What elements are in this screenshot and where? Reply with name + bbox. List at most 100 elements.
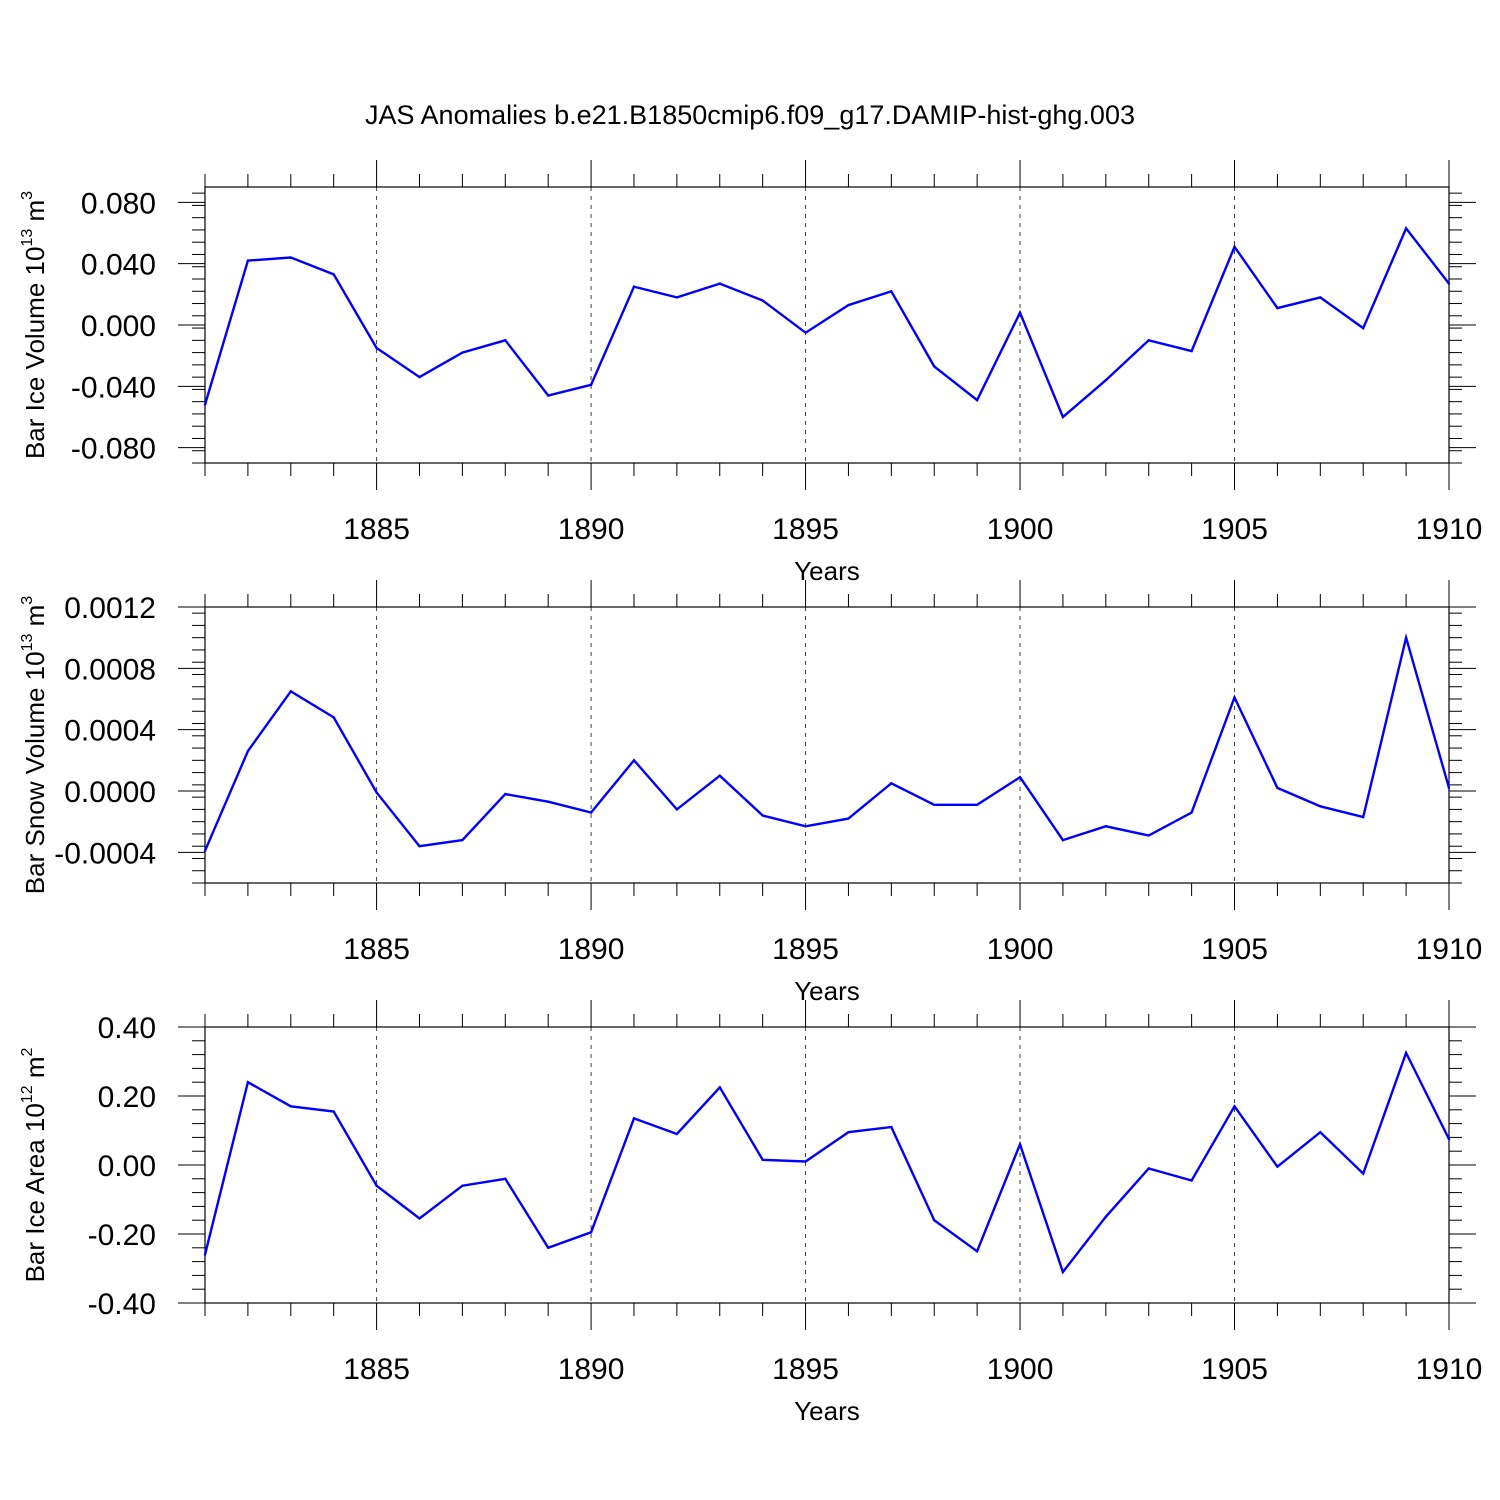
y-axis-label-unit-exp: 2 xyxy=(19,1047,36,1056)
x-axis-label: Years xyxy=(794,556,860,586)
x-tick-label: 1905 xyxy=(1201,1353,1268,1386)
data-point xyxy=(418,845,421,848)
data-point xyxy=(1319,805,1322,808)
x-axis-label: Years xyxy=(794,1396,860,1426)
data-point xyxy=(632,1117,636,1120)
data-point xyxy=(504,792,507,796)
data-point xyxy=(761,1158,764,1162)
data-point xyxy=(847,303,850,307)
x-tick-label: 1890 xyxy=(558,933,625,966)
data-point xyxy=(632,285,636,288)
y-axis-label-unit-exp: 3 xyxy=(19,596,36,605)
chart-panel-2: -0.0004 0.0000 0.0004 0.0008 0.0012 1885 1890 1… xyxy=(19,580,1482,1006)
y-tick-label: -0.40 xyxy=(88,1288,156,1321)
plot-frame xyxy=(204,186,1450,464)
data-point xyxy=(675,1132,679,1136)
data-point xyxy=(1404,1051,1408,1055)
data-point xyxy=(1147,1167,1150,1170)
y-tick-label: 0.000 xyxy=(81,310,156,343)
data-point xyxy=(1276,306,1279,310)
data-point xyxy=(933,803,936,806)
plot-frame xyxy=(204,1026,1450,1304)
data-point xyxy=(1061,415,1065,419)
y-tick-label: -0.040 xyxy=(71,371,156,404)
data-point xyxy=(1190,811,1193,814)
data-point xyxy=(718,774,721,777)
y-axis-label-unit: m xyxy=(20,1056,50,1085)
x-tick-label: 1895 xyxy=(772,513,839,546)
data-point xyxy=(1233,1105,1236,1108)
data-point xyxy=(975,803,979,806)
y-tick-label: 0.0000 xyxy=(64,776,156,809)
data-point xyxy=(289,256,292,259)
y-axis-label: Bar Ice Volume 1013 m3 xyxy=(19,191,50,459)
data-point xyxy=(289,690,292,693)
data-point xyxy=(1147,339,1150,342)
data-point xyxy=(1233,245,1236,248)
y-tick-label: -0.20 xyxy=(88,1219,156,1252)
chart-panel-1: -0.080 -0.040 0.000 0.040 0.080 1885 1890 1895 1… xyxy=(19,160,1482,586)
data-point xyxy=(975,1250,979,1253)
data-point xyxy=(1018,1143,1022,1146)
y-axis-label-unit: m xyxy=(20,200,50,229)
x-tick-label: 1890 xyxy=(558,513,625,546)
data-point xyxy=(1104,825,1108,828)
data-point xyxy=(1233,696,1236,699)
data-point xyxy=(418,1217,421,1220)
plot-frame xyxy=(204,606,1450,884)
series-line xyxy=(203,226,1450,419)
data-point xyxy=(332,716,335,719)
data-point xyxy=(1404,227,1408,230)
x-tick-label: 1910 xyxy=(1416,933,1483,966)
series-line xyxy=(203,632,1451,852)
y-axis-label: Bar Ice Area 1012 m2 xyxy=(19,1047,50,1282)
data-point xyxy=(890,290,893,293)
x-tick-label: 1890 xyxy=(558,1353,625,1386)
y-axis-label-text: Bar Ice Volume 10 xyxy=(20,247,50,459)
y-tick-label: -0.0004 xyxy=(54,837,156,870)
data-point xyxy=(546,394,550,397)
data-point xyxy=(1018,311,1022,314)
data-point xyxy=(1061,838,1065,842)
y-tick-label: 0.00 xyxy=(98,1150,156,1183)
series-line xyxy=(203,1049,1451,1275)
data-point xyxy=(1190,1179,1193,1182)
x-tick-label: 1905 xyxy=(1201,933,1268,966)
y-axis-label-unit-exp: 3 xyxy=(19,191,36,200)
data-point xyxy=(1276,786,1279,790)
data-point xyxy=(804,1160,807,1163)
data-point xyxy=(1404,636,1408,639)
data-point xyxy=(1319,296,1322,299)
data-point xyxy=(589,1231,593,1234)
x-tick-label: 1885 xyxy=(343,933,410,966)
y-tick-label: 0.0008 xyxy=(64,653,156,686)
data-point xyxy=(246,749,250,753)
x-tick-label: 1895 xyxy=(772,1353,839,1386)
data-point xyxy=(933,1219,936,1222)
data-point xyxy=(1018,776,1022,779)
data-point xyxy=(375,1184,378,1187)
y-axis-label: Bar Snow Volume 1013 m3 xyxy=(19,596,50,895)
data-point xyxy=(461,838,464,842)
data-point xyxy=(1447,282,1451,285)
data-point xyxy=(890,1125,893,1129)
x-tick-label: 1910 xyxy=(1416,513,1483,546)
y-axis-label-text: Bar Snow Volume 10 xyxy=(20,651,50,894)
x-tick-label: 1885 xyxy=(343,1353,410,1386)
chart-title: JAS Anomalies b.e21.B1850cmip6.f09_g17.D… xyxy=(365,100,1135,130)
data-point xyxy=(975,398,979,402)
data-point xyxy=(847,1131,850,1134)
data-point xyxy=(1190,349,1193,353)
y-axis-label-exp: 13 xyxy=(19,229,36,247)
data-point xyxy=(1147,834,1150,837)
data-point xyxy=(289,1105,292,1108)
y-tick-label: 0.0004 xyxy=(64,715,156,748)
data-point xyxy=(1061,1270,1065,1274)
data-point xyxy=(847,817,850,820)
data-point xyxy=(203,403,207,406)
data-point xyxy=(890,782,893,785)
x-tick-label: 1905 xyxy=(1201,513,1268,546)
y-axis-label-exp: 12 xyxy=(19,1085,36,1103)
data-point xyxy=(632,759,636,762)
